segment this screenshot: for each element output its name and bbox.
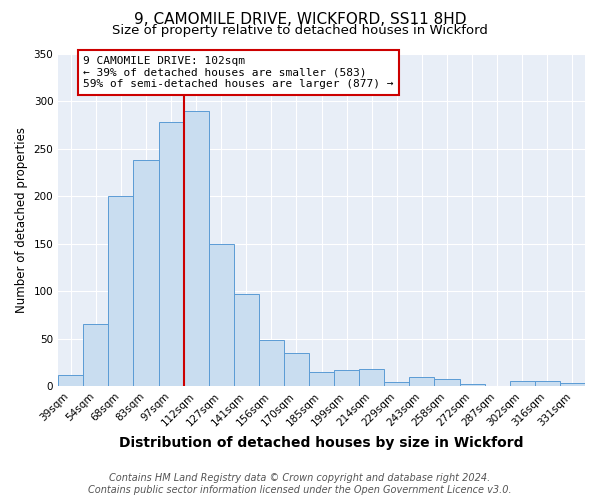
X-axis label: Distribution of detached houses by size in Wickford: Distribution of detached houses by size … (119, 436, 524, 450)
Bar (158, 122, 184, 386)
Bar (234, 294, 259, 386)
Bar (83, 324, 109, 386)
Text: Contains HM Land Registry data © Crown copyright and database right 2024.
Contai: Contains HM Land Registry data © Crown c… (88, 474, 512, 495)
Bar (535, 381, 560, 386)
Bar (334, 370, 359, 386)
Bar (460, 384, 485, 386)
Bar (58, 374, 83, 386)
Text: Size of property relative to detached houses in Wickford: Size of property relative to detached ho… (112, 24, 488, 37)
Bar (510, 381, 535, 386)
Bar (359, 369, 385, 386)
Bar (385, 382, 409, 386)
Bar (184, 111, 209, 386)
Y-axis label: Number of detached properties: Number of detached properties (15, 127, 28, 313)
Text: 9 CAMOMILE DRIVE: 102sqm
← 39% of detached houses are smaller (583)
59% of semi-: 9 CAMOMILE DRIVE: 102sqm ← 39% of detach… (83, 56, 394, 89)
Bar (560, 383, 585, 386)
Bar (133, 160, 158, 386)
Bar (409, 378, 434, 386)
Bar (109, 196, 133, 386)
Bar (309, 372, 334, 386)
Text: 9, CAMOMILE DRIVE, WICKFORD, SS11 8HD: 9, CAMOMILE DRIVE, WICKFORD, SS11 8HD (134, 12, 466, 28)
Bar (434, 380, 460, 386)
Bar (209, 244, 234, 386)
Bar (259, 340, 284, 386)
Bar (284, 353, 309, 386)
